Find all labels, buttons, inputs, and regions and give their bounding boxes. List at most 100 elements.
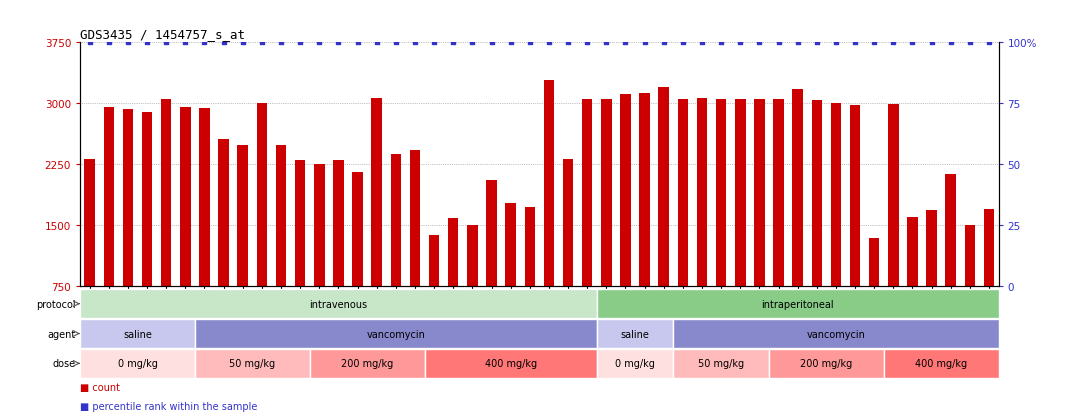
- Bar: [601, 100, 612, 347]
- Point: [655, 40, 672, 47]
- Bar: [333, 160, 344, 347]
- Bar: [429, 235, 439, 347]
- Point: [253, 40, 270, 47]
- Bar: [597, 290, 999, 318]
- Text: intraperitoneal: intraperitoneal: [761, 299, 834, 309]
- Text: dose: dose: [52, 358, 76, 368]
- Point: [349, 40, 366, 47]
- Bar: [424, 349, 597, 378]
- Point: [923, 40, 940, 47]
- Bar: [563, 159, 574, 347]
- Point: [904, 40, 921, 47]
- Bar: [200, 109, 209, 347]
- Bar: [486, 180, 497, 347]
- Text: saline: saline: [123, 329, 152, 339]
- Point: [980, 40, 998, 47]
- Bar: [237, 145, 248, 347]
- Text: agent: agent: [47, 329, 76, 339]
- Point: [81, 40, 98, 47]
- Bar: [769, 349, 884, 378]
- Text: protocol: protocol: [36, 299, 76, 309]
- Point: [158, 40, 175, 47]
- Bar: [391, 154, 402, 347]
- Bar: [640, 94, 649, 347]
- Point: [464, 40, 481, 47]
- Bar: [984, 209, 994, 347]
- Bar: [161, 99, 172, 347]
- Point: [598, 40, 615, 47]
- Text: 50 mg/kg: 50 mg/kg: [230, 358, 276, 368]
- Point: [884, 40, 901, 47]
- Bar: [597, 319, 673, 348]
- Point: [579, 40, 596, 47]
- Bar: [410, 150, 420, 347]
- Point: [521, 40, 538, 47]
- Point: [388, 40, 405, 47]
- Text: saline: saline: [621, 329, 649, 339]
- Point: [828, 40, 845, 47]
- Point: [866, 40, 883, 47]
- Bar: [80, 319, 194, 348]
- Bar: [295, 161, 305, 347]
- Point: [292, 40, 309, 47]
- Bar: [735, 99, 745, 347]
- Text: intravenous: intravenous: [310, 299, 367, 309]
- Bar: [964, 225, 975, 347]
- Bar: [945, 175, 956, 347]
- Text: ■ count: ■ count: [80, 382, 120, 392]
- Bar: [673, 349, 769, 378]
- Bar: [716, 99, 726, 347]
- Point: [789, 40, 806, 47]
- Text: vancomycin: vancomycin: [806, 329, 865, 339]
- Text: GDS3435 / 1454757_s_at: GDS3435 / 1454757_s_at: [80, 28, 245, 41]
- Bar: [907, 218, 917, 347]
- Point: [407, 40, 424, 47]
- Point: [693, 40, 710, 47]
- Bar: [677, 100, 688, 347]
- Bar: [792, 90, 803, 347]
- Point: [674, 40, 691, 47]
- Bar: [123, 110, 134, 347]
- Bar: [850, 106, 861, 347]
- Text: 200 mg/kg: 200 mg/kg: [341, 358, 393, 368]
- Point: [444, 40, 461, 47]
- Point: [540, 40, 557, 47]
- Point: [637, 40, 654, 47]
- Point: [120, 40, 137, 47]
- Text: ■ percentile rank within the sample: ■ percentile rank within the sample: [80, 401, 257, 411]
- Bar: [524, 208, 535, 347]
- Bar: [812, 101, 822, 347]
- Bar: [696, 99, 707, 347]
- Point: [425, 40, 442, 47]
- Bar: [218, 140, 229, 347]
- Bar: [467, 226, 477, 347]
- Point: [770, 40, 787, 47]
- Bar: [659, 88, 669, 347]
- Point: [139, 40, 156, 47]
- Bar: [673, 319, 999, 348]
- Text: 200 mg/kg: 200 mg/kg: [800, 358, 852, 368]
- Point: [330, 40, 347, 47]
- Bar: [505, 203, 516, 347]
- Point: [177, 40, 194, 47]
- Bar: [884, 349, 999, 378]
- Text: 0 mg/kg: 0 mg/kg: [117, 358, 157, 368]
- Bar: [180, 107, 190, 347]
- Bar: [926, 210, 937, 347]
- Point: [311, 40, 328, 47]
- Point: [961, 40, 978, 47]
- Text: 0 mg/kg: 0 mg/kg: [615, 358, 655, 368]
- Point: [272, 40, 289, 47]
- Point: [560, 40, 577, 47]
- Bar: [621, 95, 631, 347]
- Text: 400 mg/kg: 400 mg/kg: [485, 358, 537, 368]
- Bar: [372, 99, 382, 347]
- Point: [808, 40, 826, 47]
- Bar: [831, 104, 842, 347]
- Bar: [447, 218, 458, 347]
- Point: [368, 40, 386, 47]
- Point: [215, 40, 232, 47]
- Point: [847, 40, 864, 47]
- Bar: [80, 290, 597, 318]
- Point: [942, 40, 959, 47]
